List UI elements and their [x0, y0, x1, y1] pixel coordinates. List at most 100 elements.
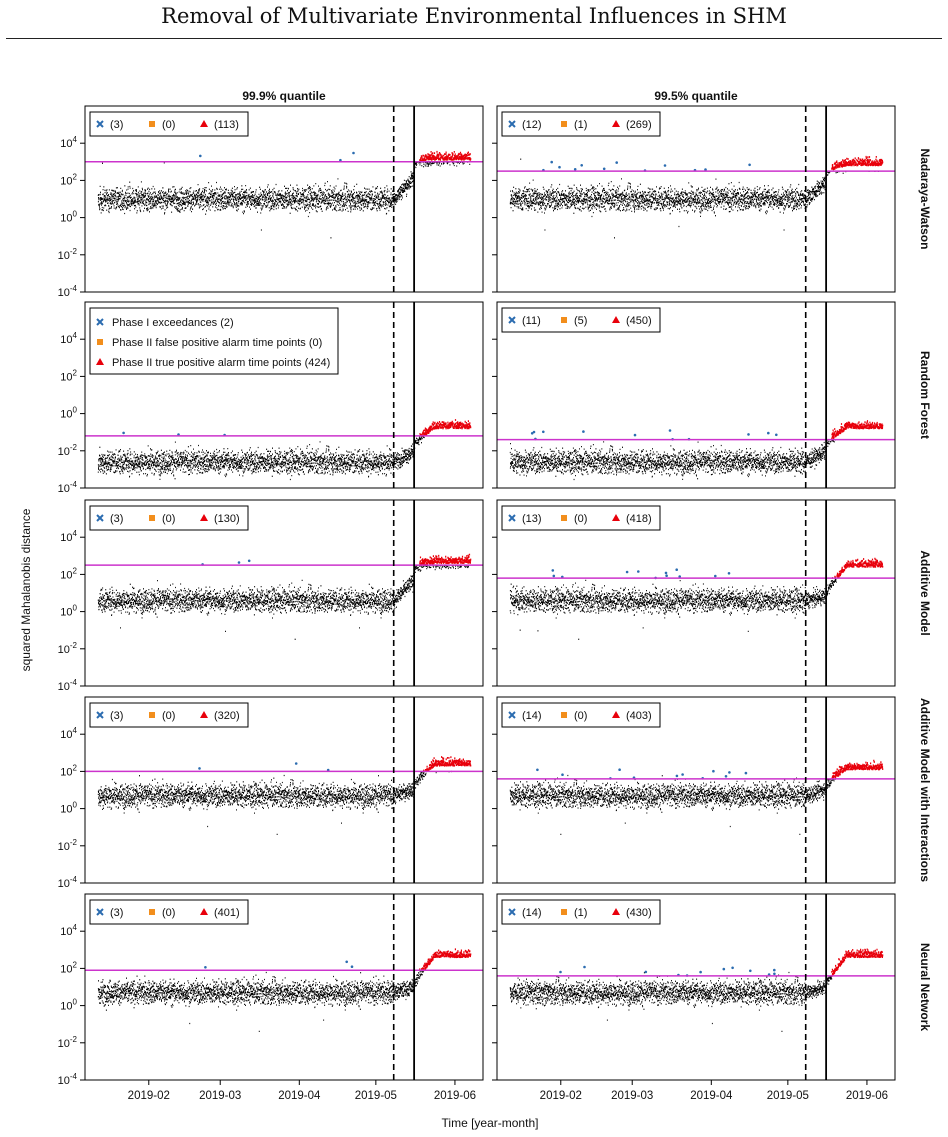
exceedance-point [663, 164, 667, 167]
y-tick-label: 104 [60, 923, 77, 938]
legend-x-icon [96, 908, 104, 916]
legend-count: (0) [162, 119, 175, 131]
exceedance-point [580, 164, 583, 167]
exceedance-point [625, 570, 629, 574]
row-label: Additive Model with Interactions [918, 698, 932, 882]
y-tick-label: 104 [60, 331, 77, 346]
panel-frame [84, 301, 484, 489]
exceedance-point [728, 771, 731, 774]
y-tick-label: 100 [60, 406, 77, 421]
y-tick-label: 10-4 [58, 678, 78, 693]
legend-x-icon [96, 514, 104, 522]
labels-layer: 99.9% quantile 99.5% quantile Nadaraya-Wat… [19, 89, 932, 1130]
exceedance-point [727, 572, 731, 575]
legend-count: (0) [574, 513, 587, 525]
legend-triangle-icon [612, 711, 620, 718]
exceedance-point [644, 970, 648, 974]
exceedance-point [712, 769, 715, 773]
exceedance-point [637, 570, 640, 573]
legend-count: (418) [626, 513, 652, 525]
data-points [97, 756, 472, 836]
exceedance-point [558, 165, 561, 169]
row-label: Additive Model [918, 550, 932, 635]
panel-frame [496, 105, 896, 293]
y-tick-label: 10-4 [58, 480, 78, 495]
legend-x-icon [96, 120, 104, 128]
legend-box [501, 702, 661, 728]
legend: (14) (0) (403) [501, 702, 661, 728]
exceedance-point [551, 569, 555, 572]
exceedance-point [561, 773, 564, 776]
exceedance-point [731, 966, 734, 970]
exceedance-point [350, 965, 354, 968]
data-points [97, 419, 472, 481]
exceedance-point [714, 574, 717, 578]
true-alarm-points [831, 557, 884, 579]
row-label: Random Forest [918, 351, 932, 439]
legend-square-icon [561, 121, 567, 127]
legend: (3) (0) (113) [89, 111, 249, 137]
legend-box [89, 505, 249, 531]
exceedance-point [633, 433, 637, 437]
column-title: 99.5% quantile [654, 89, 738, 103]
y-tick-label: 10-2 [58, 838, 78, 853]
x-tick-label: 2019-05 [355, 1090, 397, 1102]
true-alarm-points [831, 948, 884, 977]
panel-7: (14) (0) (403) [492, 696, 896, 884]
exceedance-point [198, 767, 201, 770]
legend-count: (403) [626, 710, 652, 722]
panels-layer: 104 102 100 10-2 10-4 (3) (0) (113) (12) (1) (269)… [58, 105, 896, 1102]
exceedance-point [352, 151, 355, 155]
legend-count: (430) [626, 907, 652, 919]
panel-frame [84, 499, 484, 687]
exceedance-point [675, 774, 679, 778]
exceedance-point [724, 775, 728, 778]
legend-count: (0) [162, 710, 175, 722]
legend: (14) (1) (430) [501, 899, 661, 925]
legend: (3) (0) (401) [89, 899, 249, 925]
panel-5: (13) (0) (418) [492, 499, 896, 687]
legend-triangle-icon [200, 711, 208, 718]
legend-triangle-icon [200, 120, 208, 127]
exceedance-point [550, 160, 553, 164]
legend-count: (1) [574, 907, 587, 919]
row-label: Neural Network [918, 943, 932, 1031]
legend-square-icon [561, 317, 567, 323]
exceedance-point [542, 430, 545, 434]
exceedance-point [748, 163, 751, 167]
legend-square-icon [561, 515, 567, 521]
exceedance-point [775, 433, 778, 437]
legend-box [501, 111, 661, 137]
legend-square-icon [149, 712, 155, 718]
legend-count: (130) [214, 513, 240, 525]
legend-count: (13) [522, 513, 542, 525]
title-rule [6, 38, 942, 39]
legend-box [89, 899, 249, 925]
exceedance-point [675, 568, 678, 571]
legend-count: (14) [522, 907, 542, 919]
legend: (11) (5) (450) [501, 307, 661, 333]
legend-box [89, 307, 339, 375]
y-tick-label: 10-2 [58, 443, 78, 458]
x-tick-label: 2019-04 [690, 1090, 733, 1102]
x-tick-label: 2019-04 [278, 1090, 321, 1102]
data-points [509, 557, 884, 640]
panel-9: 2019-02 2019-03 2019-04 2019-05 2019-06(14)(… [492, 893, 896, 1102]
true-alarm-points [831, 155, 884, 171]
panel-6: 104 102 100 10-2 10-4 (3) (0) (320) [58, 696, 484, 890]
legend-triangle-icon [612, 316, 620, 323]
legend-triangle-icon [200, 514, 208, 521]
exceedance-point [668, 429, 672, 432]
phase-observations [509, 774, 836, 836]
legend-box [501, 899, 661, 925]
x-tick-label: 2019-03 [199, 1090, 241, 1102]
exceedance-point [122, 431, 125, 435]
legend-count: (3) [110, 907, 123, 919]
y-tick-label: 102 [60, 566, 77, 581]
legend-square-icon [561, 712, 567, 718]
true-alarm-points [419, 419, 472, 437]
exceedance-point [237, 561, 241, 564]
legend-x-icon [508, 316, 516, 324]
exceedance-point [204, 966, 207, 969]
exceedance-point [582, 430, 585, 433]
